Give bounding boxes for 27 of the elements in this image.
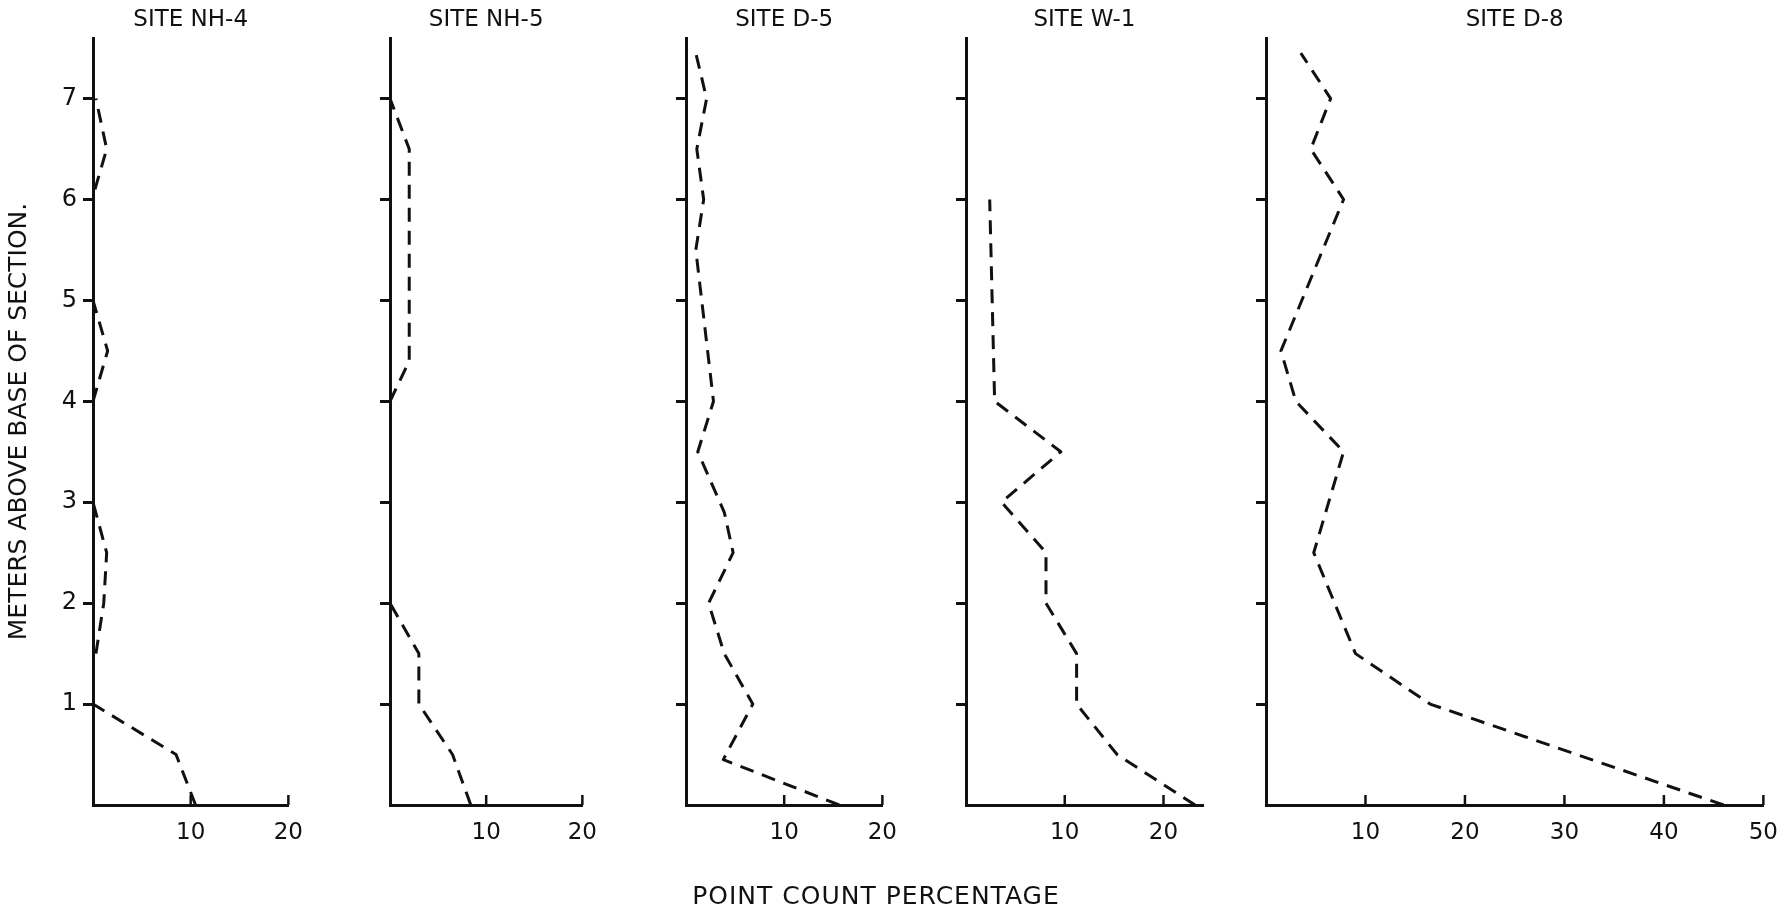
y-axis-title: METERS ABOVE BASE OF SECTION. — [2, 202, 32, 641]
chart-title: SITE NH-5 — [428, 4, 544, 31]
y-tick-label: 7 — [61, 82, 77, 111]
x-tick-label: 50 — [1748, 817, 1779, 844]
y-tick-label: 5 — [61, 284, 77, 313]
chart-title: SITE W-1 — [1033, 4, 1136, 31]
y-tick-label: 4 — [61, 385, 77, 414]
chart-title: SITE D-5 — [735, 4, 834, 31]
x-tick-label: 20 — [273, 817, 304, 844]
y-tick-label: 1 — [61, 688, 77, 717]
x-tick-label: 10 — [1350, 817, 1381, 844]
x-tick-label: 20 — [1450, 817, 1480, 844]
x-tick-label: 10 — [176, 817, 206, 844]
y-tick-label: 6 — [61, 183, 77, 212]
y-tick-label: 3 — [61, 486, 77, 515]
chart-title: SITE D-8 — [1465, 4, 1564, 31]
x-tick-label: 10 — [769, 817, 799, 844]
x-tick-label: 10 — [471, 817, 501, 844]
x-tick-label: 40 — [1649, 817, 1679, 844]
x-axis-title: POINT COUNT PERCENTAGE — [692, 881, 1060, 910]
x-tick-label: 20 — [567, 817, 598, 844]
x-tick-label: 20 — [1148, 817, 1179, 844]
chart-title: SITE NH-4 — [133, 4, 249, 31]
y-tick-label: 2 — [61, 587, 77, 616]
x-tick-label: 20 — [867, 817, 898, 844]
x-tick-label: 10 — [1050, 817, 1080, 844]
x-tick-label: 30 — [1549, 817, 1580, 844]
